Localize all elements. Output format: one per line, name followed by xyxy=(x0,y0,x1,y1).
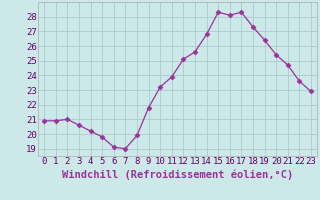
X-axis label: Windchill (Refroidissement éolien,°C): Windchill (Refroidissement éolien,°C) xyxy=(62,169,293,180)
